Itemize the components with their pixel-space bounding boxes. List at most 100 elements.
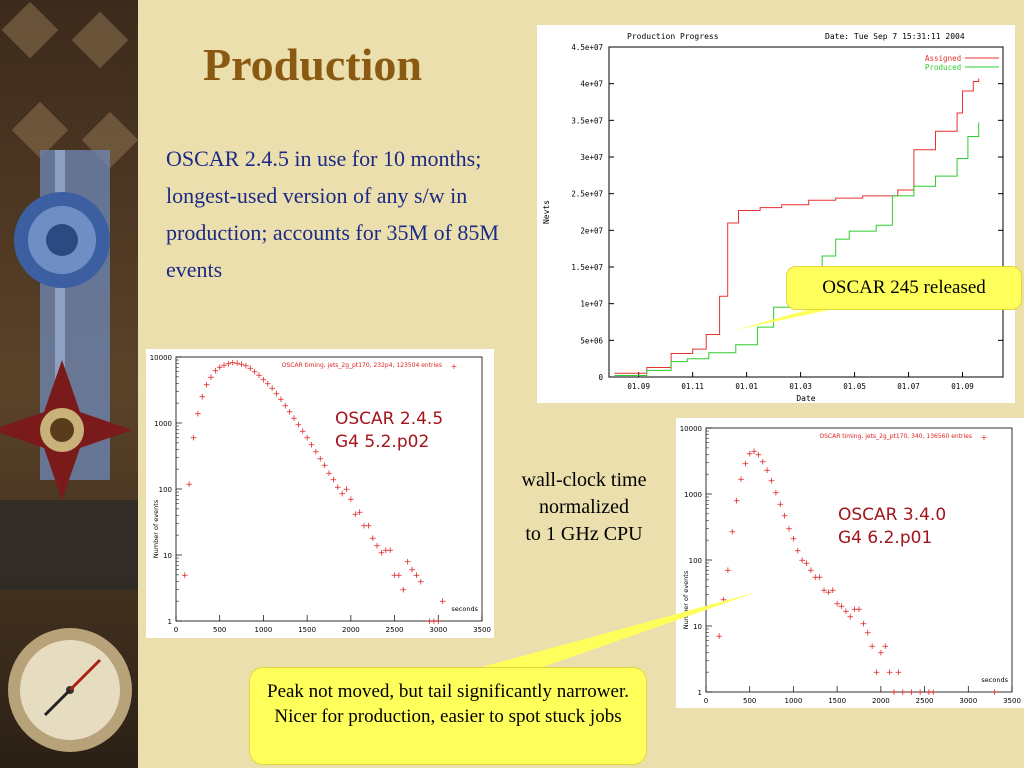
data-point: + — [251, 368, 259, 378]
data-point: + — [790, 535, 798, 545]
data-point: + — [194, 409, 202, 419]
y-tick-label: 5e+06 — [580, 336, 603, 345]
x-tick-label: 01.09 — [627, 382, 650, 391]
data-point: + — [242, 362, 250, 372]
data-point: + — [229, 359, 237, 369]
production-progress-chart: Production Progress Date: Tue Sep 7 15:31… — [537, 25, 1015, 403]
data-point: + — [216, 363, 224, 373]
x-tick-label: 2000 — [872, 697, 890, 705]
x-tick-label: 0 — [704, 697, 708, 705]
data-point: + — [763, 466, 771, 476]
y-tick-label: 1 — [168, 618, 172, 626]
data-point: + — [991, 688, 999, 698]
data-point: + — [890, 688, 898, 698]
data-point: + — [746, 450, 754, 460]
data-point: + — [325, 469, 333, 479]
data-point: + — [351, 510, 359, 520]
x-tick-label: 2000 — [342, 626, 360, 634]
x-tick-label: 01.09 — [951, 382, 974, 391]
y-tick-label: 10 — [693, 623, 702, 631]
data-point: + — [408, 566, 416, 576]
decorative-collage — [0, 0, 138, 768]
data-point: + — [886, 668, 894, 678]
summary-text: OSCAR 2.4.5 in use for 10 months; longes… — [166, 146, 499, 282]
data-point: + — [794, 546, 802, 556]
data-point: + — [273, 389, 281, 399]
data-point: + — [400, 586, 408, 596]
timing-chart-oscar-340: 1 10 100 1000 10000 0 500 1000 1500 2000 2500 3000 3… — [676, 418, 1024, 708]
y-tick-label: 1 — [698, 689, 702, 697]
wall-clock-line3: to 1 GHz CPU — [525, 523, 643, 545]
data-point: + — [820, 586, 828, 596]
data-point: + — [768, 477, 776, 487]
data-point: + — [233, 359, 241, 369]
data-point: + — [295, 420, 303, 430]
data-point: + — [925, 688, 933, 698]
y-tick-label: 1000 — [154, 420, 172, 428]
data-point: + — [378, 548, 386, 558]
data-point: + — [308, 441, 316, 451]
data-point: + — [330, 475, 338, 485]
data-point: + — [238, 360, 246, 370]
data-point: + — [386, 546, 394, 556]
y-axis-label: Number of events — [682, 570, 690, 629]
data-point: + — [260, 375, 268, 385]
data-point: + — [855, 605, 863, 615]
y-axis-label: Number of events — [152, 499, 160, 558]
data-point: + — [395, 571, 403, 581]
plot-frame — [608, 46, 1004, 378]
production-progress-svg: Production Progress Date: Tue Sep 7 15:31… — [542, 32, 1004, 403]
data-point: + — [373, 541, 381, 551]
legend-marker: + — [981, 433, 988, 442]
data-point: + — [812, 573, 820, 583]
peak-callout: Peak not moved, but tail significantly n… — [249, 667, 647, 765]
data-point: + — [303, 434, 311, 444]
chart-date: Date: Tue Sep 7 15:31:11 2004 — [825, 32, 965, 41]
version-label-a-line2: G4 5.2.p02 — [335, 432, 430, 452]
y-tick-label: 10 — [163, 552, 172, 560]
x-tick-label: 01.03 — [789, 382, 812, 391]
x-tick-label: 1000 — [255, 626, 273, 634]
data-point: + — [785, 525, 793, 535]
data-point: + — [807, 566, 815, 576]
data-point: + — [742, 459, 750, 469]
data-point: + — [908, 688, 916, 698]
data-point: + — [347, 495, 355, 505]
data-point: + — [334, 483, 342, 493]
release-callout: OSCAR 245 released — [786, 266, 1022, 310]
series-line-assigned — [614, 78, 980, 374]
data-point: + — [715, 632, 723, 642]
data-point: + — [356, 508, 364, 518]
data-point: + — [365, 521, 373, 531]
data-point: + — [277, 395, 285, 405]
version-label-b-line2: G4 6.2.p01 — [838, 528, 933, 548]
x-tick-label: 500 — [213, 626, 226, 634]
data-point: + — [916, 688, 924, 698]
x-tick-label: 0 — [174, 626, 178, 634]
y-tick-label: 3.5e+07 — [571, 116, 603, 125]
data-point: + — [212, 367, 220, 377]
data-point: + — [360, 521, 368, 531]
data-point: + — [833, 599, 841, 609]
data-point: + — [798, 556, 806, 566]
data-point: + — [881, 642, 889, 652]
timing-chart-oscar-245: 1 10 100 1000 10000 0 500 1000 1500 2000 2500 3000 3… — [146, 349, 494, 638]
data-point: + — [803, 559, 811, 569]
y-tick-label: 10000 — [150, 354, 172, 362]
y-tick-label: 2e+07 — [580, 226, 603, 235]
data-point: + — [225, 359, 233, 369]
x-tick-label: 3500 — [1003, 697, 1021, 705]
data-point: + — [417, 577, 425, 587]
data-point: + — [185, 480, 193, 490]
data-point: + — [864, 628, 872, 638]
data-point: + — [299, 427, 307, 437]
data-point: + — [720, 596, 728, 606]
data-point: + — [899, 688, 907, 698]
data-point: + — [838, 602, 846, 612]
data-point: + — [404, 557, 412, 567]
timing-chart-oscar-245-svg: 1 10 100 1000 10000 0 500 1000 1500 2000 2500 3000 3… — [150, 354, 491, 634]
x-tick-label: 01.11 — [681, 382, 704, 391]
y-tick-label: 10000 — [680, 425, 702, 433]
data-point: + — [772, 489, 780, 499]
data-point: + — [781, 512, 789, 522]
